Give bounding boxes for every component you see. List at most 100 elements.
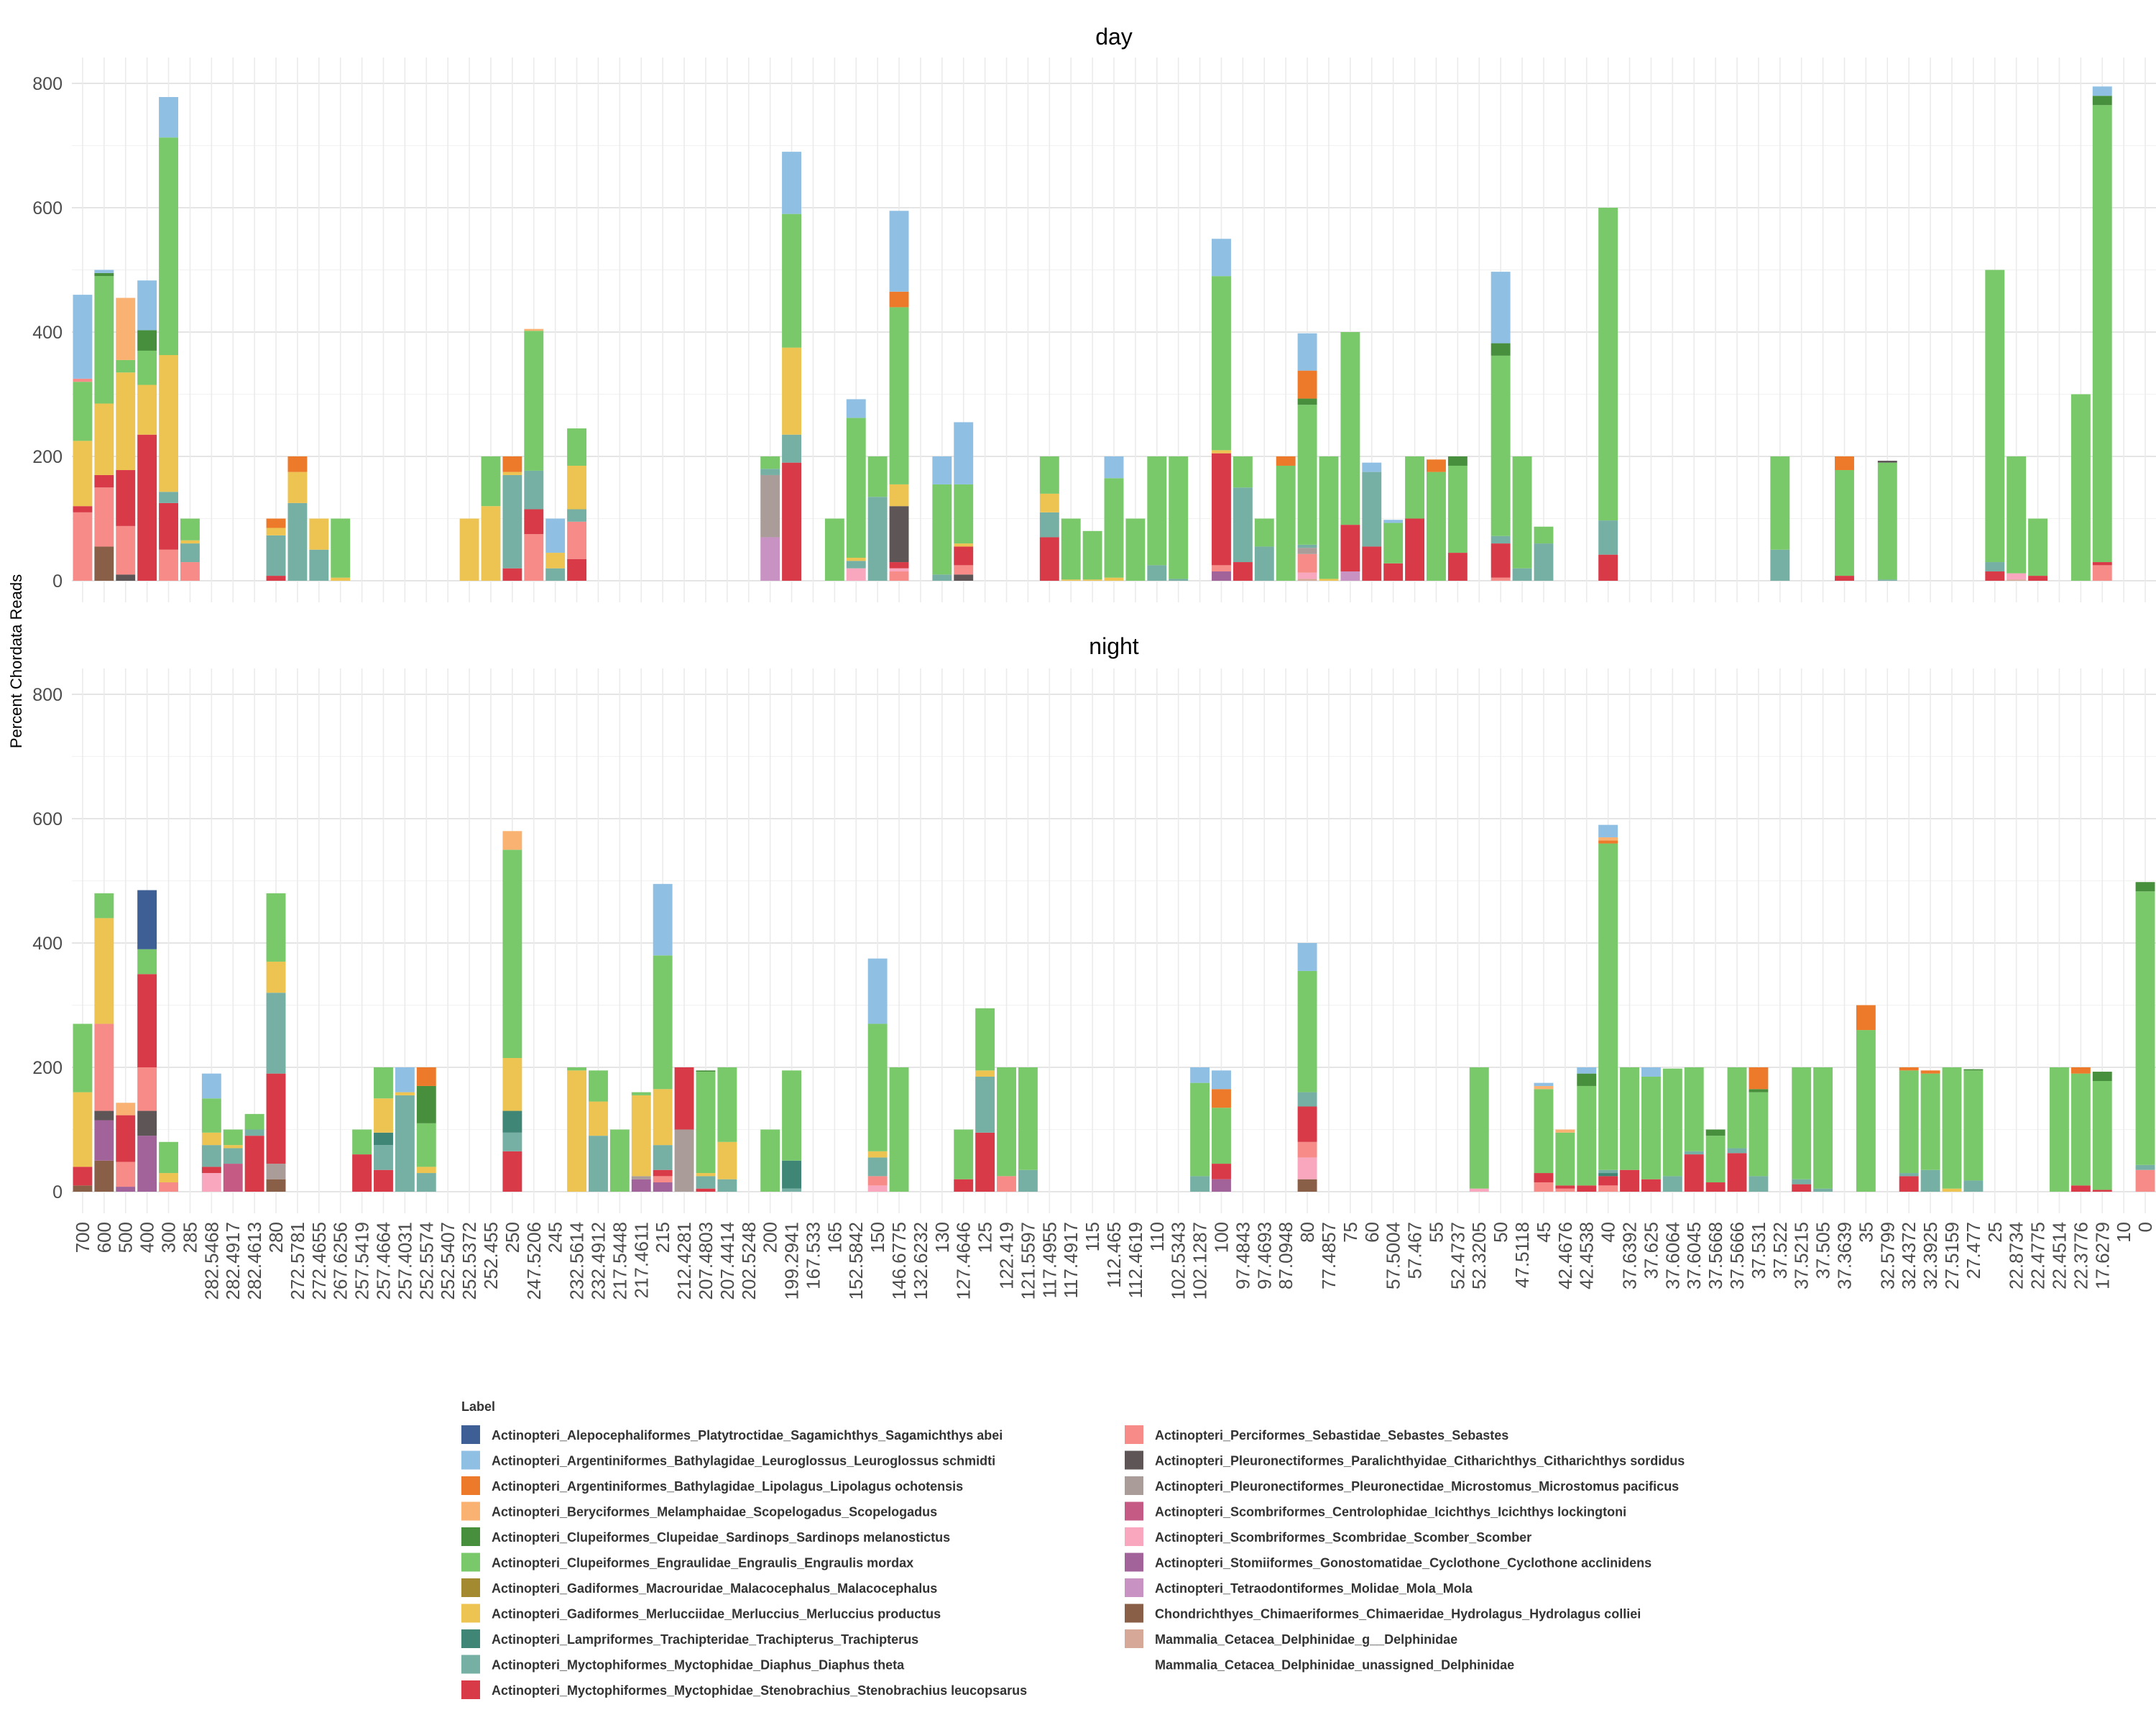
bar-segment: [116, 1162, 136, 1187]
bar-segment: [1147, 565, 1167, 581]
bar-segment: [287, 502, 308, 581]
bar-segment: [201, 1173, 221, 1192]
bar-segment: [1727, 1148, 1747, 1154]
bar-stack: [502, 456, 522, 581]
bar-segment: [266, 1073, 286, 1164]
x-tick-label: 40: [1598, 1222, 1619, 1243]
bar-segment: [1534, 1173, 1554, 1183]
bar-stack: [932, 456, 952, 581]
legend-item: Actinopteri_Alepocephaliformes_Platytroc…: [461, 1425, 1003, 1444]
bar-segment: [1920, 1070, 1940, 1074]
bar-segment: [2070, 1073, 2091, 1186]
bar-segment: [159, 97, 178, 138]
bar-segment: [954, 422, 974, 484]
bar-segment: [653, 1145, 673, 1170]
bar-stack: [374, 1067, 393, 1192]
bar-stack: [2092, 1072, 2112, 1192]
bar-segment: [1705, 1129, 1726, 1136]
x-tick-label: 252.5574: [415, 1222, 437, 1300]
bar-segment: [1749, 1176, 1769, 1192]
legend-swatch: [1125, 1450, 1143, 1470]
bar-segment: [1641, 1179, 1661, 1192]
bar-segment: [1297, 333, 1317, 371]
legend-item: Actinopteri_Argentiniformes_Bathylagidae…: [461, 1450, 995, 1470]
bar-stack: [2050, 1067, 2069, 1192]
bar-segment: [567, 465, 587, 510]
legend-label: Actinopteri_Beryciformes_Melamphaidae_Sc…: [492, 1505, 937, 1519]
bar-stack: [137, 890, 157, 1192]
bar-stack: [1512, 456, 1532, 581]
legend-item: Actinopteri_Tetraodontiformes_Molidae_Mo…: [1125, 1578, 1473, 1597]
bar-stack: [287, 456, 308, 581]
bar-segment: [1491, 343, 1511, 356]
bar-segment: [867, 1176, 888, 1186]
x-tick-label: 57.5004: [1383, 1222, 1404, 1289]
bar-segment: [1963, 1180, 1984, 1192]
bar-stack: [2135, 882, 2155, 1192]
legend: Label Actinopteri_Alepocephaliformes_Pla…: [461, 1399, 1685, 1699]
legend-swatch: [1125, 1425, 1143, 1444]
bar-segment: [674, 1129, 694, 1192]
x-tick-label: 75: [1340, 1222, 1361, 1243]
bar-segment: [1212, 276, 1231, 451]
bar-segment: [1297, 579, 1317, 581]
bar-stack: [1297, 333, 1317, 581]
bar-segment: [1963, 1070, 1984, 1181]
bar-segment: [1383, 563, 1404, 581]
x-tick-label: 150: [867, 1222, 888, 1253]
bar-segment: [1598, 824, 1618, 837]
bar-segment: [975, 1132, 995, 1192]
bar-stack: [1899, 1067, 1919, 1192]
bar-segment: [1985, 571, 2005, 581]
bar-stack: [1598, 824, 1618, 1192]
bar-stack: [266, 893, 286, 1192]
bar-segment: [1920, 1169, 1940, 1192]
x-tick-label: 37.6392: [1619, 1222, 1641, 1289]
y-tick-label: 800: [32, 685, 63, 705]
bar-segment: [1190, 1067, 1210, 1083]
x-tick-label: 60: [1361, 1222, 1383, 1243]
bar-segment: [395, 1092, 415, 1095]
bar-segment: [1212, 450, 1231, 454]
bar-segment: [1362, 546, 1382, 581]
bar-stack: [889, 211, 909, 581]
bar-segment: [223, 1148, 243, 1164]
x-tick-label: 121.5597: [1017, 1222, 1038, 1300]
legend-label: Actinopteri_Lampriformes_Trachipteridae_…: [492, 1632, 918, 1647]
bar-stack: [2092, 86, 2112, 581]
x-tick-label: 37.625: [1640, 1222, 1662, 1279]
bar-segment: [1297, 943, 1317, 971]
bar-segment: [1749, 1089, 1769, 1092]
bar-segment: [1877, 462, 1897, 580]
bar-segment: [502, 831, 522, 850]
bar-segment: [1276, 465, 1296, 581]
bar-segment: [846, 557, 866, 561]
bar-segment: [266, 528, 286, 535]
bar-stack: [459, 518, 479, 581]
legend-swatch: [1125, 1501, 1143, 1521]
bar-segment: [1813, 1188, 1833, 1192]
bar-stack: [1190, 1067, 1210, 1192]
legend-swatch: [1125, 1476, 1143, 1495]
legend-item: Mammalia_Cetacea_Delphinidae_g__Delphini…: [1125, 1629, 1457, 1648]
bar-segment: [116, 470, 136, 526]
x-tick-label: 25: [1984, 1222, 2006, 1243]
bar-stack: [1233, 456, 1253, 581]
bar-segment: [1297, 1157, 1317, 1179]
bar-segment: [1297, 1092, 1317, 1107]
bar-segment: [1039, 456, 1059, 494]
bar-segment: [782, 152, 801, 214]
x-tick-label: 0: [2134, 1222, 2156, 1232]
bar-stack: [1169, 456, 1189, 581]
bar-segment: [1942, 1067, 1962, 1189]
bar-segment: [867, 1024, 888, 1151]
bar-segment: [846, 418, 866, 558]
legend-swatch: [1125, 1655, 1143, 1674]
legend-item: Chondrichthyes_Chimaeriformes_Chimaerida…: [1125, 1604, 1641, 1623]
x-tick-label: 285: [179, 1222, 201, 1253]
x-tick-label: 130: [931, 1222, 953, 1253]
bar-stack: [782, 152, 801, 581]
bar-stack: [1254, 518, 1274, 581]
bar-stack: [309, 518, 329, 581]
bar-segment: [1598, 840, 1618, 844]
